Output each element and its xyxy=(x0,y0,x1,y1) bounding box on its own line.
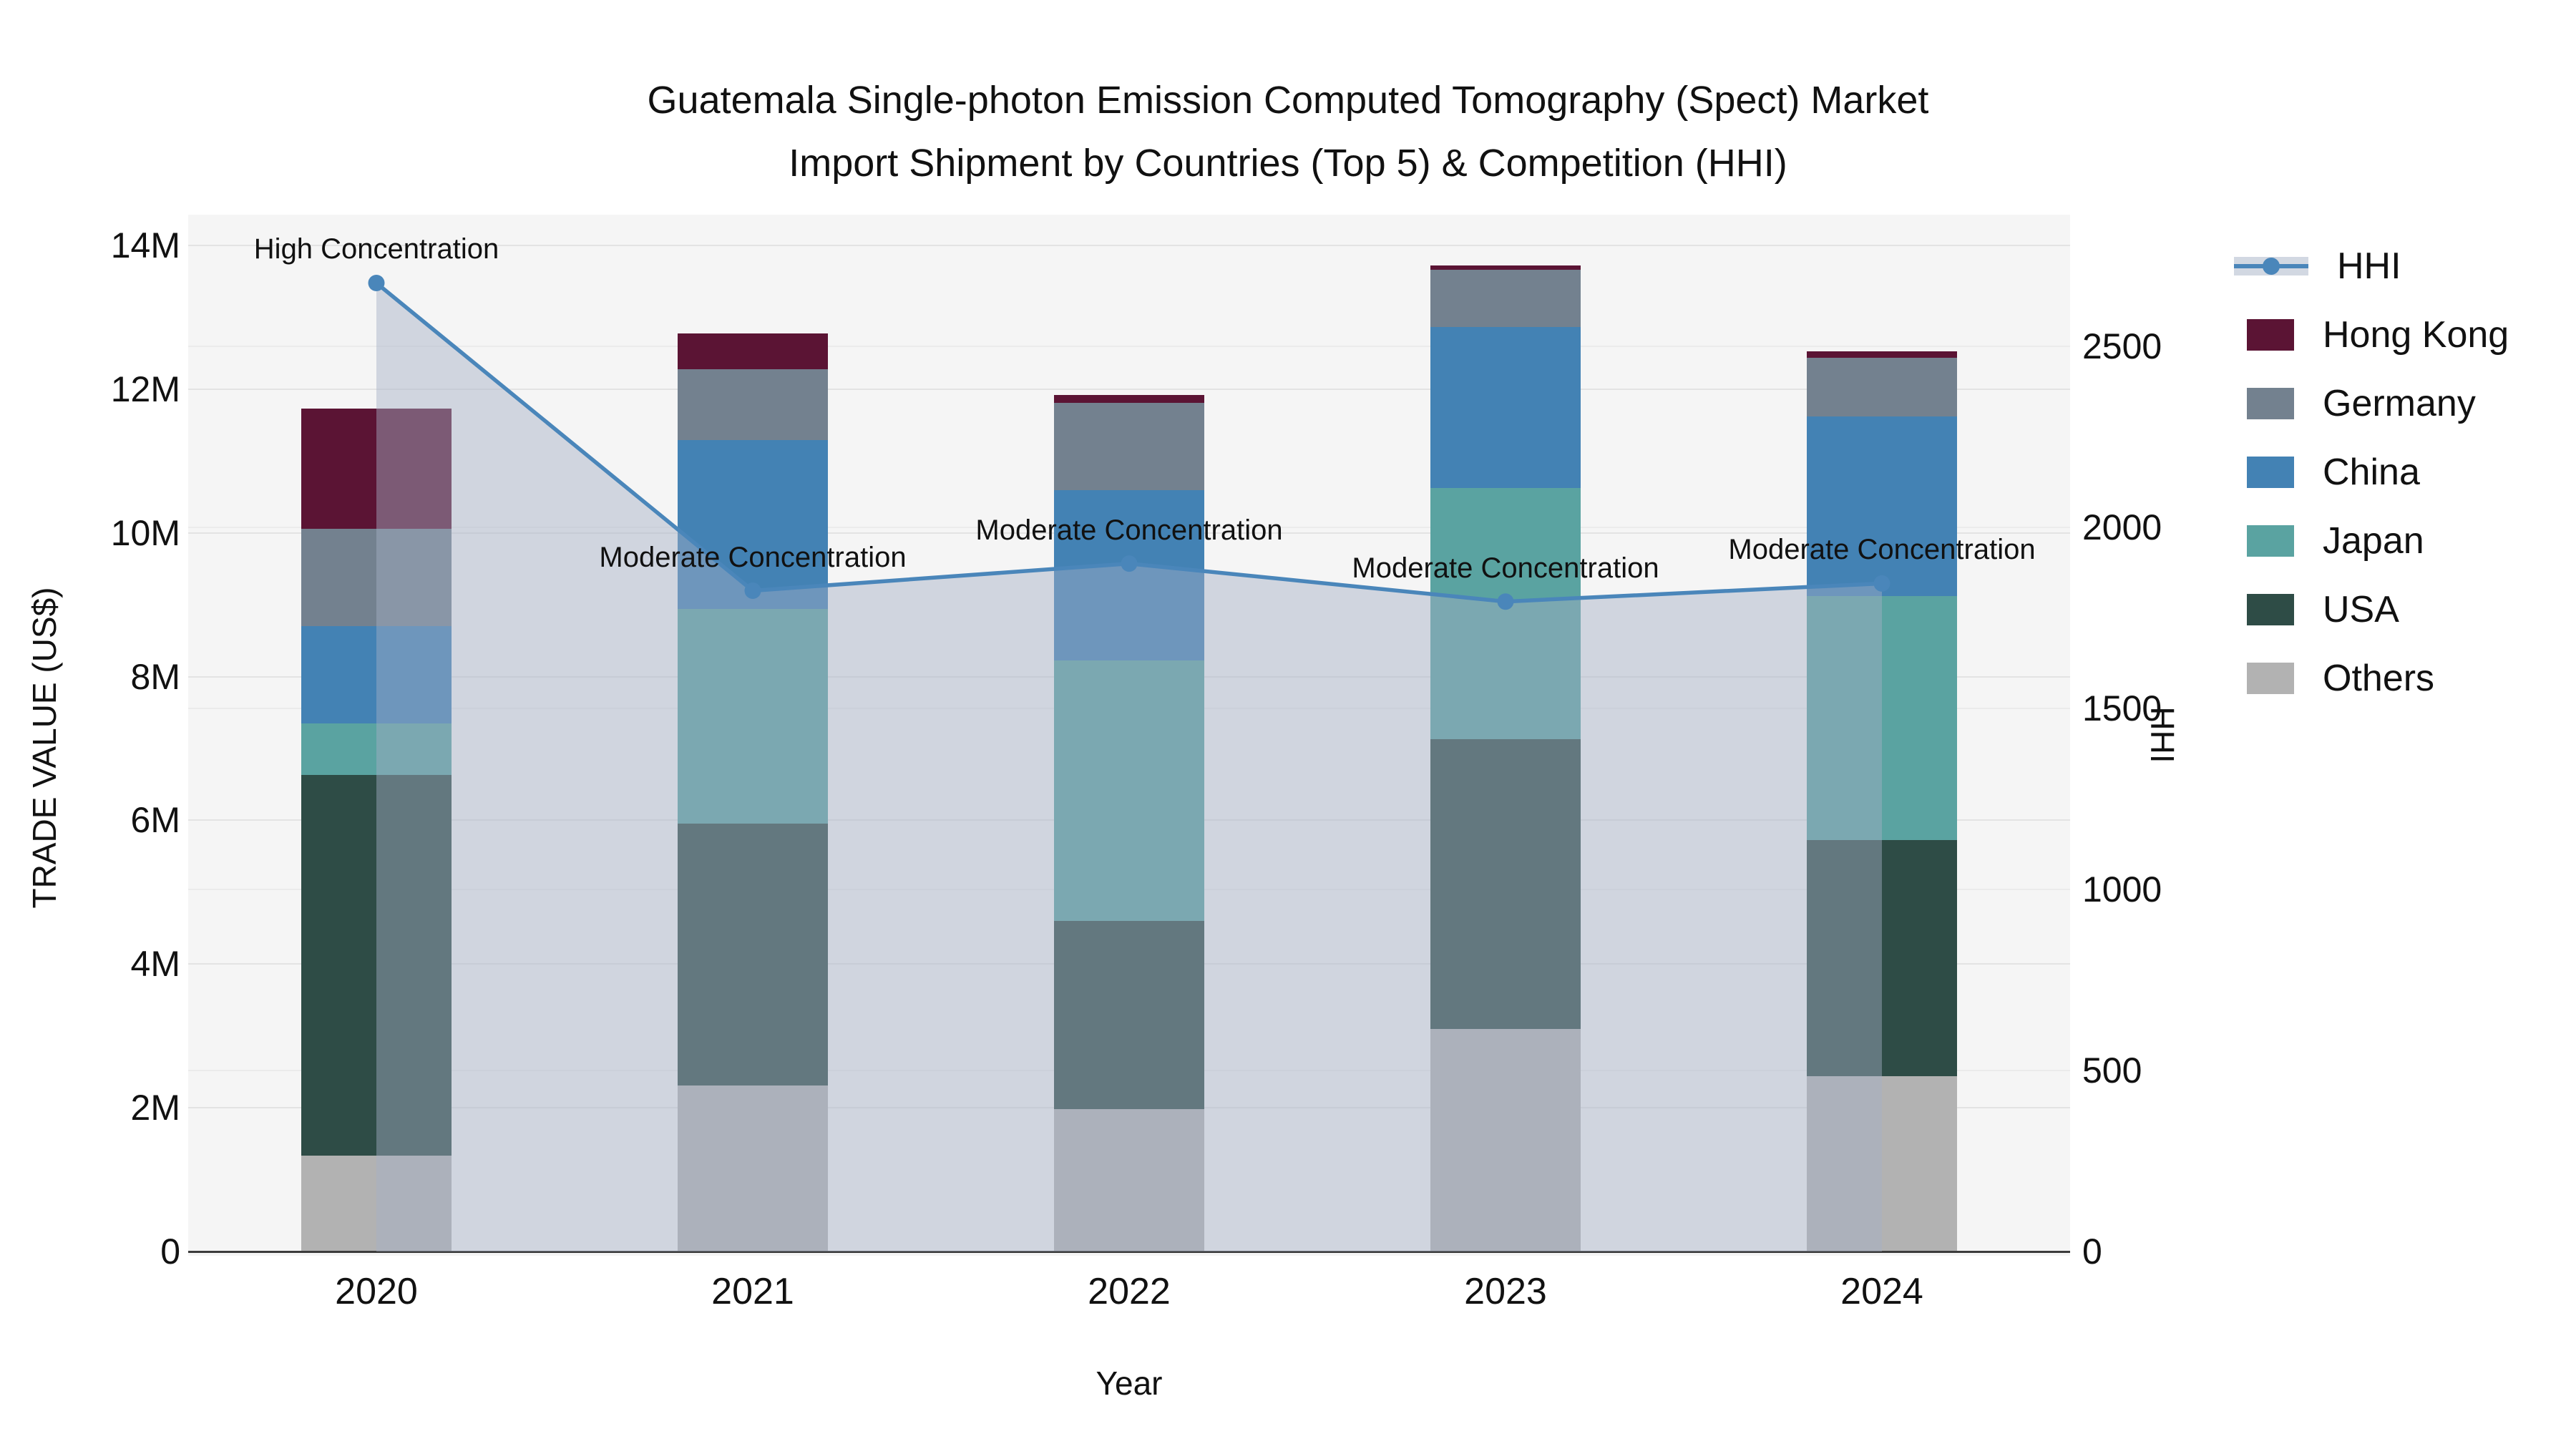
legend-label: China xyxy=(2323,452,2420,493)
legend-item-others[interactable]: Others xyxy=(2234,658,2434,699)
legend-swatch-hong-kong xyxy=(2247,319,2294,351)
y-left-tick-14M: 14M xyxy=(110,225,180,265)
legend-swatch-usa xyxy=(2247,594,2294,625)
bar-segment-usa-2024[interactable] xyxy=(1807,839,1957,1076)
bar-segment-others-2022[interactable] xyxy=(1054,1109,1204,1252)
gridline-hhi-2500 xyxy=(188,346,2070,347)
legend-label: Germany xyxy=(2323,383,2476,424)
bar-segment-china-2024[interactable] xyxy=(1807,416,1957,597)
y-right-tick-1000: 1000 xyxy=(2082,869,2162,909)
bar-segment-germany-2024[interactable] xyxy=(1807,357,1957,416)
hhi-marker-2023[interactable] xyxy=(1497,593,1514,610)
axis-title-x: Year xyxy=(1096,1365,1163,1402)
y-right-tick-500: 500 xyxy=(2082,1050,2142,1091)
legend-label: USA xyxy=(2323,589,2399,630)
x-tick-2024: 2024 xyxy=(1840,1271,1923,1312)
bar-segment-germany-2023[interactable] xyxy=(1430,270,1581,328)
annotation-2022: Moderate Concentration xyxy=(975,514,1283,546)
legend-swatch-germany xyxy=(2247,388,2294,419)
bar-segment-hong-kong-2022[interactable] xyxy=(1054,394,1204,403)
y-left-tick-8M: 8M xyxy=(130,656,180,697)
axis-title-y-left: TRADE VALUE (US$) xyxy=(26,587,63,909)
legend-label: HHI xyxy=(2337,245,2401,287)
bar-segment-china-2023[interactable] xyxy=(1430,327,1581,489)
bar-segment-others-2020[interactable] xyxy=(301,1156,452,1252)
x-tick-2022: 2022 xyxy=(1088,1271,1171,1312)
hhi-area-fill xyxy=(376,283,1882,1252)
chart-title-line1: Guatemala Single-photon Emission Compute… xyxy=(647,79,1929,122)
legend-swatch-others xyxy=(2247,663,2294,694)
bar-segment-japan-2023[interactable] xyxy=(1430,488,1581,739)
bar-segment-china-2022[interactable] xyxy=(1054,490,1204,661)
gridline-14M xyxy=(188,245,2070,246)
bar-segment-hong-kong-2021[interactable] xyxy=(678,333,828,369)
legend-item-china[interactable]: China xyxy=(2234,452,2420,493)
bar-segment-hong-kong-2024[interactable] xyxy=(1807,351,1957,358)
chart-title: Guatemala Single-photon Emission Compute… xyxy=(0,69,2576,195)
bar-segment-usa-2022[interactable] xyxy=(1054,921,1204,1110)
y-left-tick-10M: 10M xyxy=(110,512,180,553)
y-left-tick-6M: 6M xyxy=(130,800,180,841)
legend-item-japan[interactable]: Japan xyxy=(2234,520,2424,562)
legend-item-germany[interactable]: Germany xyxy=(2234,383,2476,424)
bar-segment-china-2021[interactable] xyxy=(678,440,828,610)
chart-title-line2: Import Shipment by Countries (Top 5) & C… xyxy=(789,142,1787,185)
bar-segment-japan-2022[interactable] xyxy=(1054,660,1204,922)
y-left-tick-4M: 4M xyxy=(130,944,180,985)
legend-item-usa[interactable]: USA xyxy=(2234,589,2399,630)
axis-title-y-right: HHI xyxy=(2144,706,2181,763)
x-axis-line xyxy=(188,1251,2070,1253)
bar-segment-hong-kong-2023[interactable] xyxy=(1430,265,1581,270)
bar-segment-others-2024[interactable] xyxy=(1807,1075,1957,1252)
hhi-marker-2020[interactable] xyxy=(368,274,385,291)
legend-label: Hong Kong xyxy=(2323,314,2509,356)
hhi-marker-2024[interactable] xyxy=(1873,575,1890,592)
bar-segment-others-2021[interactable] xyxy=(678,1085,828,1252)
y-left-tick-12M: 12M xyxy=(110,369,180,409)
annotation-2020: High Concentration xyxy=(253,233,499,265)
bar-segment-usa-2021[interactable] xyxy=(678,824,828,1085)
bar-segment-japan-2024[interactable] xyxy=(1807,596,1957,840)
bar-segment-others-2023[interactable] xyxy=(1430,1028,1581,1252)
bar-segment-germany-2022[interactable] xyxy=(1054,402,1204,491)
legend-swatch-china xyxy=(2247,457,2294,488)
x-tick-2021: 2021 xyxy=(711,1271,794,1312)
hhi-marker-2022[interactable] xyxy=(1121,555,1138,572)
legend-hhi-line-sample xyxy=(2234,257,2308,275)
annotation-2021: Moderate Concentration xyxy=(599,541,907,573)
annotation-2023: Moderate Concentration xyxy=(1352,552,1659,584)
y-right-tick-2000: 2000 xyxy=(2082,507,2162,547)
legend-label: Others xyxy=(2323,658,2435,699)
bar-segment-china-2020[interactable] xyxy=(301,626,452,723)
bar-segment-germany-2020[interactable] xyxy=(301,528,452,627)
annotation-2024: Moderate Concentration xyxy=(1728,534,2036,566)
legend-item-hong-kong[interactable]: Hong Kong xyxy=(2234,314,2509,356)
y-left-tick-0: 0 xyxy=(160,1231,180,1272)
bar-segment-hong-kong-2020[interactable] xyxy=(301,408,452,529)
y-left-tick-2M: 2M xyxy=(130,1088,180,1128)
legend-item-hhi[interactable]: HHI xyxy=(2234,245,2401,287)
y-right-tick-1500: 1500 xyxy=(2082,688,2162,728)
x-tick-2020: 2020 xyxy=(335,1271,418,1312)
bar-segment-japan-2021[interactable] xyxy=(678,609,828,824)
y-right-tick-2500: 2500 xyxy=(2082,326,2162,366)
bar-segment-usa-2023[interactable] xyxy=(1430,738,1581,1029)
gridline-12M xyxy=(188,388,2070,390)
y-right-tick-0: 0 xyxy=(2082,1231,2102,1272)
legend-label: Japan xyxy=(2323,520,2424,562)
legend-swatch-japan xyxy=(2247,525,2294,557)
bar-segment-japan-2020[interactable] xyxy=(301,723,452,776)
bar-segment-germany-2021[interactable] xyxy=(678,369,828,441)
hhi-marker-2021[interactable] xyxy=(744,582,761,600)
x-tick-2023: 2023 xyxy=(1464,1271,1547,1312)
bar-segment-usa-2020[interactable] xyxy=(301,775,452,1156)
